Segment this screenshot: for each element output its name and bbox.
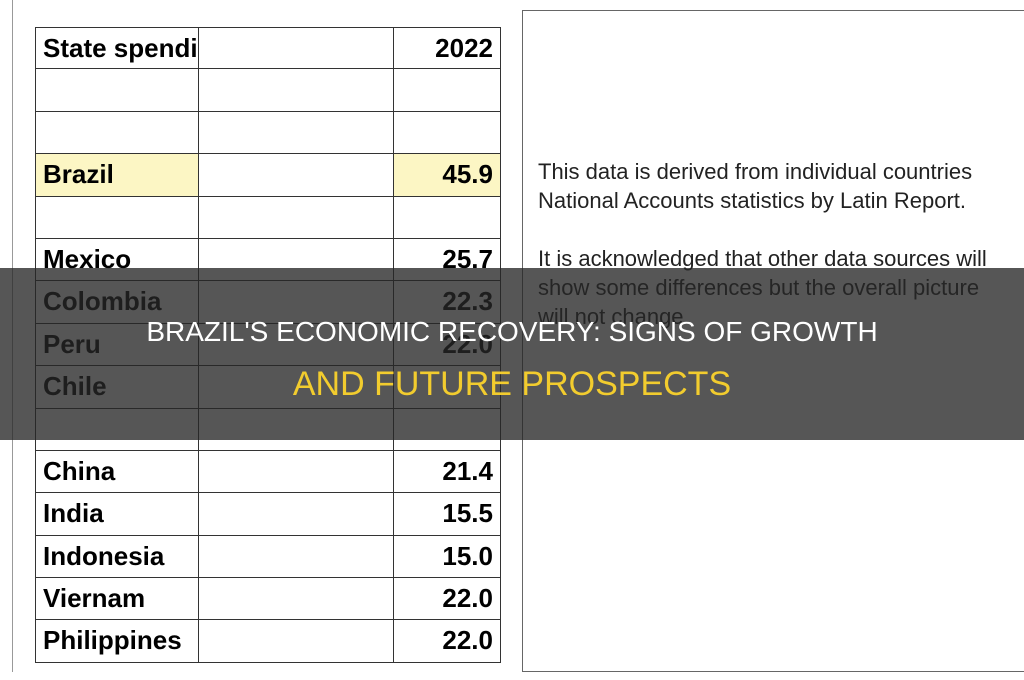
table-cell (198, 111, 393, 154)
row-value (393, 69, 501, 111)
table-row (35, 111, 501, 155)
table-row: State spending % GDP 2022 (35, 27, 501, 70)
table-row (35, 196, 501, 239)
table-row: Indonesia 15.0 (35, 535, 501, 579)
row-value: 22.0 (393, 620, 501, 662)
table-cell (198, 28, 393, 69)
row-label: India (35, 493, 198, 535)
note-paragraph: This data is derived from individual cou… (538, 159, 973, 213)
row-label (35, 196, 198, 238)
row-label (35, 69, 198, 111)
row-label: Philippines (35, 620, 198, 662)
table-row: Brazil 45.9 (35, 154, 501, 197)
table-cell (198, 238, 393, 281)
banner: BRAZIL'S ECONOMIC RECOVERY: SIGNS OF GRO… (0, 268, 1024, 440)
table-row: India 15.5 (35, 493, 501, 536)
table-row: China 21.4 (35, 450, 501, 494)
table-cell (198, 154, 393, 196)
table-row (35, 69, 501, 112)
row-value: 15.5 (393, 493, 501, 535)
row-label: China (35, 450, 198, 493)
row-value: 21.4 (393, 450, 501, 493)
row-value: 22.0 (393, 578, 501, 620)
row-label (35, 111, 198, 154)
table-cell (198, 620, 393, 662)
row-label: Viernam (35, 578, 198, 620)
row-label: State spending % GDP (35, 28, 198, 69)
row-value: 45.9 (393, 154, 501, 196)
row-value (393, 111, 501, 154)
table-cell (198, 196, 393, 238)
banner-title: BRAZIL'S ECONOMIC RECOVERY: SIGNS OF GRO… (146, 316, 878, 347)
table-row: Philippines 22.0 (35, 620, 501, 663)
row-value: 15.0 (393, 535, 501, 578)
table-cell (198, 69, 393, 111)
table-cell (198, 450, 393, 493)
table-cell (198, 578, 393, 620)
row-value (393, 196, 501, 238)
row-label: Indonesia (35, 535, 198, 578)
table-cell (198, 535, 393, 578)
table-row: Viernam 22.0 (35, 578, 501, 621)
row-label: Brazil (35, 154, 198, 196)
row-value: 2022 (393, 28, 501, 69)
banner-subtitle: AND FUTURE PROSPECTS (292, 365, 732, 403)
table-cell (198, 493, 393, 535)
